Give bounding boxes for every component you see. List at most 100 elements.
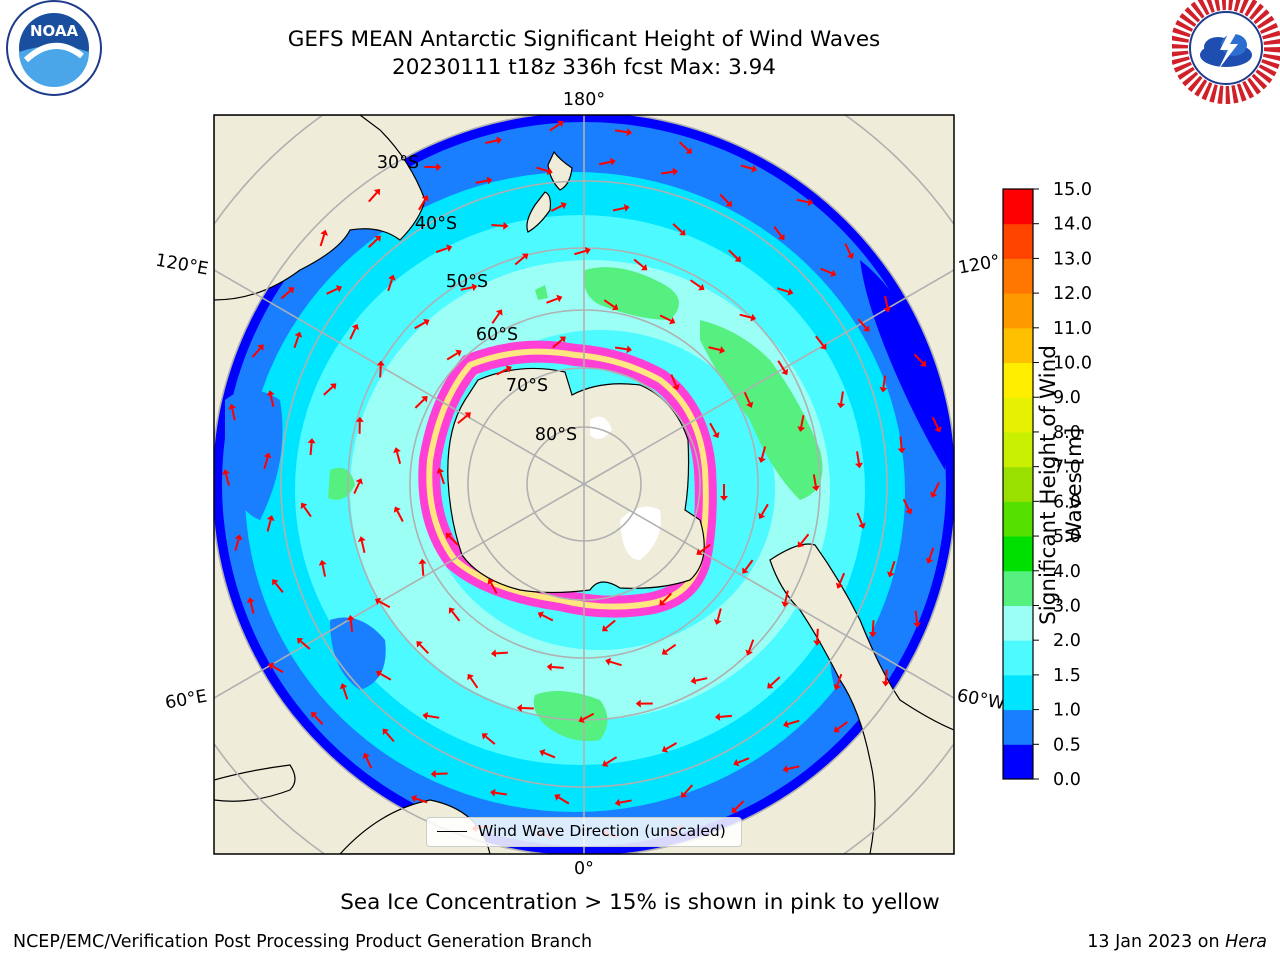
wave-arrow-shaft (760, 446, 767, 459)
wave-arrow-shaft (914, 610, 919, 623)
wave-arrow-head (797, 426, 806, 432)
wave-arrow-shaft (683, 784, 694, 795)
colorbar-cell (1003, 327, 1033, 364)
colorbar-cell (1003, 189, 1033, 225)
wave-arrow-head (559, 336, 566, 343)
wave-arrow-shaft (266, 519, 272, 532)
wave-arrow-head (374, 235, 382, 242)
wave-arrow-head (496, 136, 502, 145)
wave-arrow-head (423, 318, 430, 326)
colorbar-tick-label: 3.0 (1053, 596, 1081, 616)
wave-arrow-shaft (612, 206, 625, 212)
title-line-1: GEFS MEAN Antarctic Significant Height o… (287, 27, 881, 52)
wave-arrow-shaft (396, 451, 402, 464)
wave-arrow-head (782, 765, 789, 773)
wave-arrow-head (411, 794, 418, 803)
wave-arrow-head (486, 176, 493, 185)
wave-arrow-head (602, 760, 609, 767)
wave-arrow-head (373, 188, 381, 196)
wave-arrow-shaft (414, 398, 425, 409)
colorbar-tick-label: 11.0 (1053, 319, 1092, 339)
wave-arrow-shaft (367, 238, 379, 249)
wave-arrow-shaft (840, 391, 844, 404)
wave-arrow-head (685, 147, 692, 154)
wave-arrow-shaft (460, 286, 473, 291)
wave-arrow-shaft (485, 735, 496, 745)
wave-arrow-head (464, 412, 471, 419)
lat-label-50s: 50°S (446, 272, 488, 292)
wave-arrow-shaft (475, 179, 488, 184)
wave-arrow-shaft (796, 198, 809, 204)
wave-arrow-head (339, 683, 348, 690)
wave-arrow-head (669, 317, 676, 325)
colorbar-cell (1003, 709, 1033, 745)
wave-arrow-shaft (574, 249, 587, 256)
wave-arrow-shaft (748, 639, 755, 652)
wave-arrow-shaft (448, 535, 459, 546)
wave-arrow-shaft (770, 676, 781, 686)
wave-arrow-shaft (495, 651, 508, 655)
wave-arrow-shaft (598, 160, 612, 166)
wave-arrow-head (934, 426, 942, 433)
wave-arrow-shaft (303, 506, 312, 518)
map-frame (213, 114, 955, 855)
wave-arrow-head (374, 597, 382, 605)
colorbar-cell (1003, 466, 1033, 502)
wave-arrow-head (690, 676, 697, 685)
wave-arrow-shaft (812, 474, 817, 487)
wave-arrow-head (422, 711, 429, 720)
wave-arrow-head (626, 345, 632, 354)
wave-arrow-head (758, 456, 766, 463)
wave-arrow-shaft (490, 582, 498, 594)
wave-arrow-head (787, 288, 794, 296)
wave-arrow-shaft (550, 204, 563, 212)
wave-arrow-shaft (665, 742, 678, 750)
wave-arrow-shaft (225, 473, 230, 486)
wave-arrow-shaft (272, 665, 284, 674)
wave-arrow-head (698, 283, 705, 291)
wave-arrow-head (925, 557, 934, 564)
wave-arrow-head (746, 401, 754, 408)
wave-arrow-head (833, 725, 841, 733)
wave-arrow-shaft (415, 797, 428, 804)
wave-arrow-head (820, 343, 827, 350)
wave-arrow-shaft (740, 164, 753, 170)
colorbar-tick-label: 9.0 (1053, 388, 1081, 408)
wave-arrow-shaft (457, 414, 468, 425)
wave-arrow-shaft (913, 353, 924, 364)
wave-patch (584, 267, 679, 320)
wave-arrow-shaft (716, 608, 722, 621)
colorbar-cell (1003, 258, 1033, 294)
wave-arrow-shaft (494, 791, 507, 796)
wave-arrow-head (696, 548, 703, 556)
colorbar-ticks: 0.0 0.5 1.0 1.5 2.0 3.0 4.0 5.0 6.0 7.0 8.0 9.0 10.0… (1033, 180, 1092, 790)
colorbar-label: Significant Height of Wind Waves [m] (1036, 345, 1087, 625)
wave-arrow-head (445, 532, 453, 540)
wave-arrow-head (863, 325, 870, 332)
wave-arrow-head (557, 120, 564, 128)
wave-arrow-shaft (300, 640, 311, 650)
wave-arrow-head (362, 752, 370, 760)
wind-wave-arrows (222, 120, 942, 839)
wave-arrow-shaft (491, 224, 504, 227)
wave-arrow-head (287, 287, 295, 294)
wave-arrow-shaft (549, 123, 561, 132)
colorbar-cell (1003, 536, 1033, 572)
wave-arrow-shaft (349, 327, 357, 340)
wave-arrow-head (355, 416, 364, 422)
wave-arrow-shaft (836, 673, 843, 686)
colorbar-tick-label: 0.0 (1053, 770, 1081, 790)
wave-arrow-shaft (496, 368, 508, 376)
wave-arrow-head (813, 640, 822, 646)
wave-arrow-shaft (419, 644, 430, 654)
wave-arrow-head (661, 745, 669, 753)
wave-arrow-shaft (800, 415, 805, 428)
wave-patch (535, 285, 548, 300)
wave-arrow-head (609, 157, 616, 166)
wave-arrow-head (296, 638, 304, 645)
wave-arrow-head (382, 728, 389, 735)
wave-arrow-head (228, 403, 237, 410)
wave-arrow-head (300, 502, 308, 510)
wave-arrow-shaft (605, 619, 616, 629)
